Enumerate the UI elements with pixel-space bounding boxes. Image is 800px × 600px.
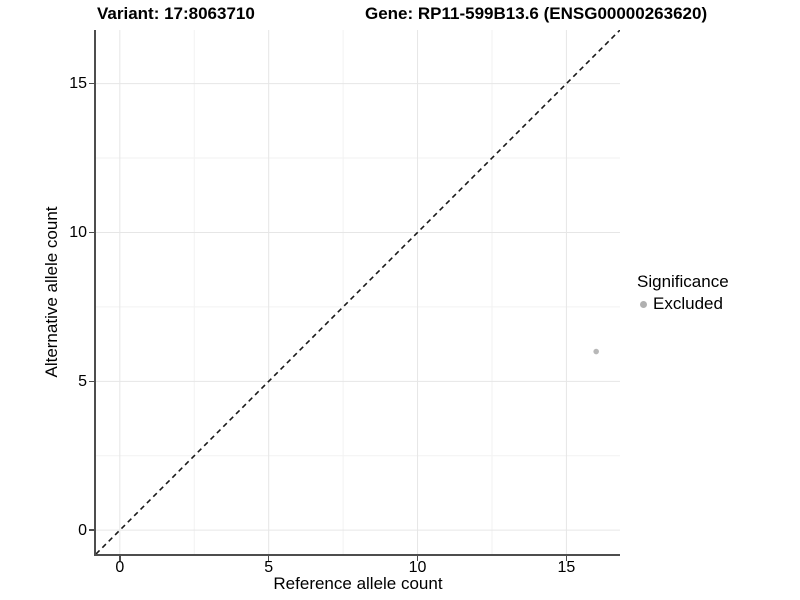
legend-item: Excluded [637, 294, 729, 314]
x-tick-mark [416, 556, 419, 561]
plot-panel [94, 30, 620, 556]
y-tick-mark [89, 380, 94, 383]
legend-item-label: Excluded [653, 294, 723, 313]
y-tick-mark [89, 231, 94, 234]
scatter-plot-canvas [96, 30, 620, 554]
x-tick-label: 5 [264, 559, 274, 576]
y-tick-label: 10 [69, 223, 87, 241]
x-tick-label: 10 [408, 559, 427, 576]
x-tick-mark [267, 556, 270, 561]
y-tick-mark [89, 529, 94, 531]
y-tick-label: 5 [78, 372, 87, 390]
y-tick-mark [89, 82, 94, 85]
legend-key-dot-icon [640, 300, 647, 308]
x-tick-mark [119, 556, 121, 561]
legend: Significance Excluded [637, 272, 729, 314]
plot-title-variant: Variant: 17:8063710 [97, 4, 255, 23]
x-tick-mark [565, 556, 568, 561]
y-tick-label: 0 [78, 521, 87, 539]
plot-title-gene: Gene: RP11-599B13.6 (ENSG00000263620) [365, 4, 708, 23]
identity-line [96, 30, 620, 554]
x-axis-title: Reference allele count [273, 574, 443, 593]
y-tick-label: 15 [69, 75, 87, 93]
x-tick-label: 0 [115, 559, 125, 576]
x-tick-label: 15 [557, 559, 576, 576]
data-point [593, 348, 599, 355]
legend-title: Significance [637, 272, 729, 291]
legend-items: Excluded [637, 294, 729, 314]
y-axis-title: Alternative allele count [42, 206, 61, 378]
